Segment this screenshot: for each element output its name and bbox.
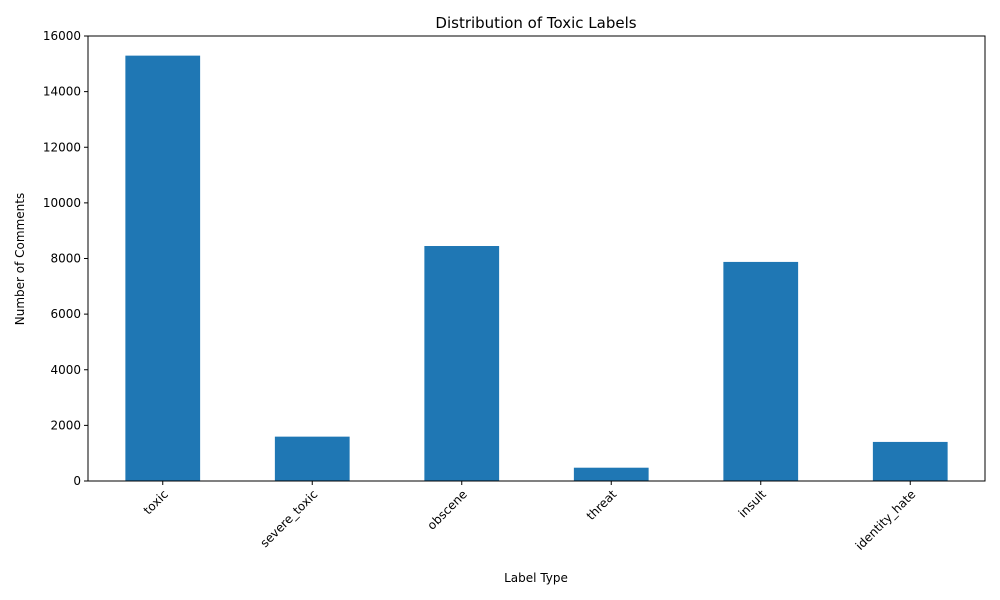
y-tick-label: 0 [73,474,81,488]
plot-area [125,55,948,482]
y-tick-label: 14000 [43,85,81,99]
y-tick-label: 6000 [50,307,81,321]
y-axis-ticks: 0 2000 4000 6000 8000 10000 12000 14000 16000 [43,29,88,488]
y-tick-label: 8000 [50,252,81,266]
x-axis-label: Label Type [504,571,568,585]
y-tick-label: 4000 [50,363,81,377]
y-tick-label: 12000 [43,140,81,154]
x-axis-ticks: toxic severe_toxic obscene threat insult iden… [141,481,919,553]
chart-title: Distribution of Toxic Labels [435,14,636,32]
bar-threat [573,467,649,481]
bar-insult [723,261,799,481]
y-tick-label: 2000 [50,418,81,432]
x-tick-label: toxic [141,487,171,517]
x-tick-label: identity_hate [853,487,919,553]
bar-severe_toxic [274,436,350,481]
x-tick-label: insult [736,487,769,520]
x-tick-label: obscene [424,487,469,532]
y-axis-label: Number of Comments [13,193,27,325]
bar-toxic [125,55,201,482]
axes-frame [87,35,986,482]
y-tick-label: 16000 [43,29,81,43]
bar-identity_hate [872,441,948,481]
x-tick-label: threat [584,487,620,523]
y-tick-label: 10000 [43,196,81,210]
bar-obscene [424,246,500,481]
x-tick-label: severe_toxic [258,487,321,550]
